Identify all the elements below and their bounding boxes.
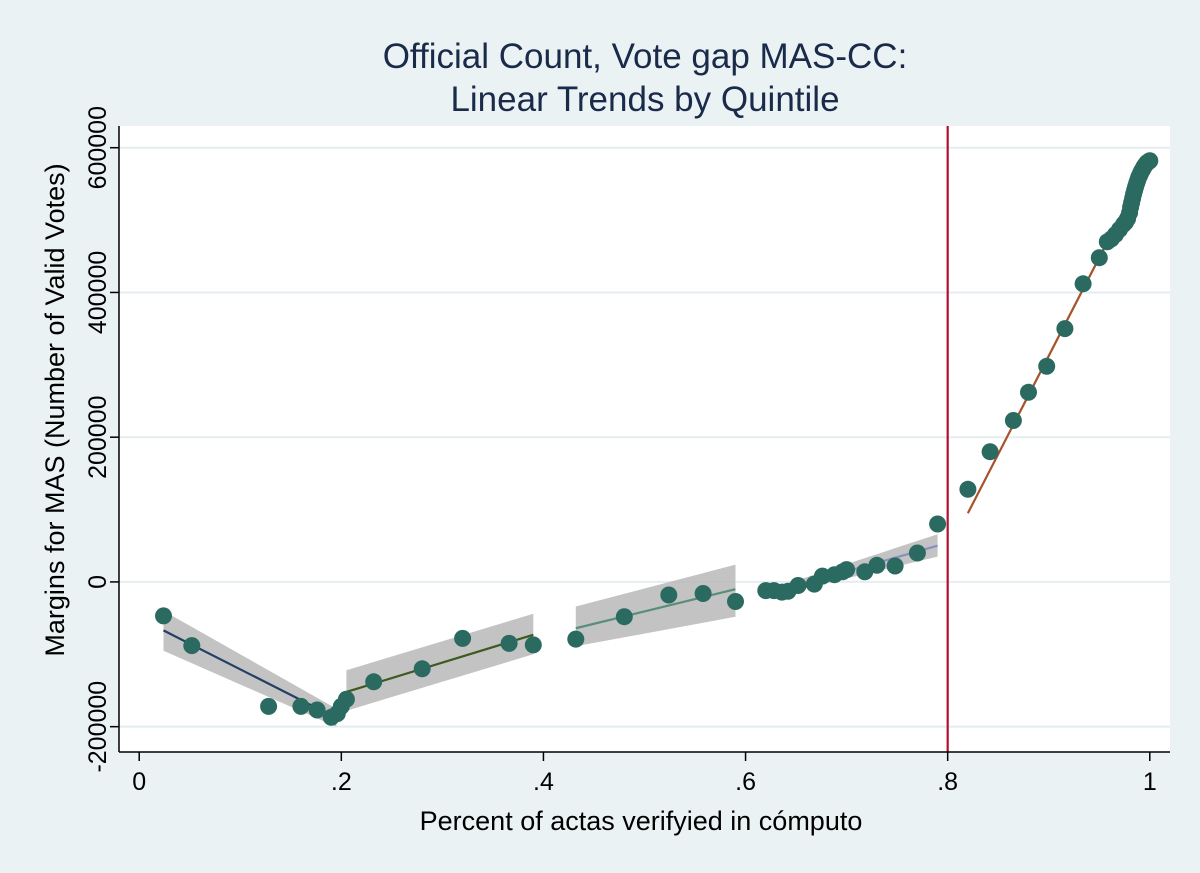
data-point-4 bbox=[308, 701, 326, 719]
data-point-35 bbox=[981, 443, 999, 461]
data-point-36 bbox=[1004, 412, 1022, 429]
data-point-0 bbox=[155, 607, 172, 625]
scatter-points bbox=[155, 152, 1159, 726]
chart-title: Official Count, Vote gap MAS-CC: bbox=[383, 37, 908, 76]
x-axis-ticks: 0 .2 .4 .6 .8 1 bbox=[132, 752, 1157, 796]
x-tick-label-0: 0 bbox=[132, 768, 146, 796]
data-point-69 bbox=[1141, 152, 1159, 170]
chart-subtitle: Linear Trends by Quintile bbox=[450, 80, 839, 119]
y-tick-label-3: 400000 bbox=[84, 251, 112, 334]
plot-area bbox=[119, 126, 1170, 752]
y-axis-ticks: -200000 0 200000 400000 600000 bbox=[84, 106, 119, 773]
data-point-28 bbox=[838, 561, 856, 579]
data-point-32 bbox=[908, 544, 926, 562]
y-axis-label: Margins for MAS (Number of Valid Votes) bbox=[40, 163, 70, 656]
ci-band-quintile-1 bbox=[163, 610, 337, 727]
x-tick-label-1: .2 bbox=[331, 768, 352, 796]
data-point-18 bbox=[727, 593, 744, 610]
data-point-8 bbox=[337, 690, 355, 708]
data-point-37 bbox=[1020, 383, 1037, 401]
data-point-31 bbox=[886, 557, 904, 575]
x-tick-label-5: 1 bbox=[1143, 768, 1157, 796]
data-point-39 bbox=[1056, 320, 1074, 338]
gridlines bbox=[119, 146, 1170, 728]
x-tick-label-3: .6 bbox=[735, 768, 756, 796]
data-point-23 bbox=[789, 577, 807, 594]
x-axis-label: Percent of actas verifyied in cómputo bbox=[420, 806, 863, 836]
ci-band-quintile-3 bbox=[575, 564, 736, 647]
axes bbox=[118, 126, 1170, 753]
y-tick-label-2: 200000 bbox=[84, 395, 112, 478]
data-point-14 bbox=[567, 630, 585, 648]
data-point-9 bbox=[365, 673, 383, 691]
y-tick-label-0: -200000 bbox=[84, 681, 112, 773]
data-point-11 bbox=[454, 629, 472, 647]
y-tick-label-1: 0 bbox=[84, 575, 112, 589]
data-point-12 bbox=[500, 634, 518, 652]
data-point-30 bbox=[868, 556, 886, 574]
data-point-2 bbox=[260, 697, 278, 715]
y-tick-label-4: 600000 bbox=[84, 106, 112, 189]
data-point-15 bbox=[615, 608, 633, 626]
data-point-10 bbox=[413, 660, 431, 678]
data-point-34 bbox=[959, 480, 977, 498]
data-point-33 bbox=[929, 515, 947, 533]
data-point-17 bbox=[694, 585, 712, 602]
x-tick-label-2: .4 bbox=[533, 768, 554, 796]
data-point-13 bbox=[524, 636, 542, 654]
data-point-16 bbox=[660, 586, 678, 604]
data-point-1 bbox=[183, 637, 201, 655]
data-point-41 bbox=[1090, 249, 1108, 267]
data-point-40 bbox=[1074, 275, 1092, 293]
data-point-38 bbox=[1038, 357, 1056, 375]
x-tick-label-4: .8 bbox=[937, 768, 958, 796]
data-point-3 bbox=[292, 697, 310, 715]
